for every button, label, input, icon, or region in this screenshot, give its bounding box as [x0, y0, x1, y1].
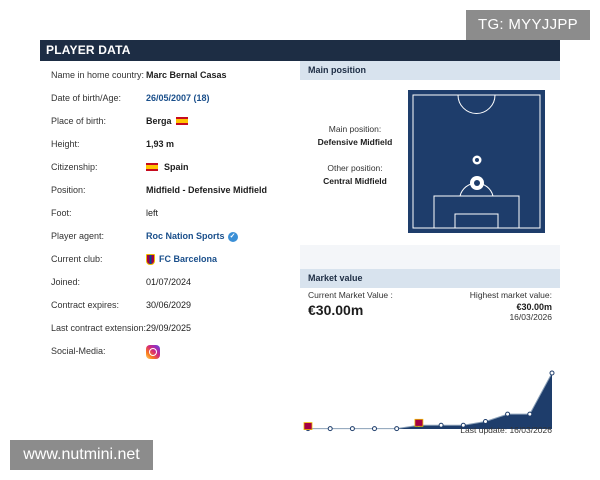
info-label: Last contract extension: — [51, 323, 147, 333]
info-row-contract-extension: Last contract extension: 29/09/2025 — [40, 318, 300, 338]
info-row-name: Name in home country: Marc Bernal Casas — [40, 65, 300, 85]
last-update-text: Last update: 16/03/2026 — [460, 425, 552, 435]
club-crest-marker — [414, 418, 424, 427]
spain-flag-icon — [146, 163, 158, 172]
info-row-agent: Player agent: Roc Nation Sports ✓ — [40, 226, 300, 246]
info-value: Marc Bernal Casas — [146, 70, 227, 80]
instagram-icon[interactable] — [146, 344, 160, 359]
current-mv-value: €30.00m — [308, 302, 364, 318]
market-value-header: Market value — [300, 269, 560, 288]
main-position-value: Defensive Midfield — [317, 137, 393, 147]
birthplace-text: Berga — [146, 116, 172, 126]
other-position-marker-inner — [475, 158, 479, 162]
main-position-header: Main position — [300, 61, 560, 80]
club-text: FC Barcelona — [159, 254, 218, 264]
fc-barcelona-crest-icon — [146, 254, 155, 266]
highest-mv-label: Highest market value: — [469, 290, 552, 300]
goal-area — [454, 213, 499, 229]
info-value: Spain — [146, 157, 189, 177]
market-value-point[interactable] — [372, 426, 377, 432]
main-position-label: Main position: — [328, 124, 382, 134]
market-value-point[interactable] — [394, 426, 400, 432]
info-label: Foot: — [51, 208, 72, 218]
agent-link[interactable]: Roc Nation Sports ✓ — [146, 226, 238, 246]
info-row-birthdate: Date of birth/Age: 26/05/2007 (18) — [40, 88, 300, 108]
market-value-point[interactable] — [527, 411, 533, 417]
spain-flag-icon — [175, 117, 188, 126]
info-value: Midfield - Defensive Midfield — [146, 185, 268, 195]
verified-check-icon: ✓ — [227, 231, 238, 242]
agent-text: Roc Nation Sports — [146, 231, 225, 241]
site-watermark: www.nutmini.net — [10, 440, 153, 470]
main-position-marker-inner — [474, 180, 480, 186]
current-mv-label: Current Market Value : — [308, 290, 393, 300]
market-value-line — [308, 372, 553, 430]
market-value-point[interactable] — [549, 370, 555, 376]
highest-mv-value: €30.00m — [516, 302, 552, 312]
citizenship-text: Spain — [164, 162, 189, 172]
info-value: 1,93 m — [146, 139, 175, 149]
club-crest-marker — [303, 422, 313, 430]
birthdate-link[interactable]: 26/05/2007 (18) — [146, 93, 210, 103]
info-row-contract-expires: Contract expires: 30/06/2029 — [40, 295, 300, 315]
info-row-joined: Joined: 01/07/2024 — [40, 272, 300, 292]
info-row-birthplace: Place of birth: Berga — [40, 111, 300, 131]
social-links — [146, 341, 160, 361]
market-value-point[interactable] — [483, 419, 488, 424]
info-label: Contract expires: — [51, 300, 120, 310]
pitch-diagram — [408, 90, 545, 233]
info-label: Player agent: — [51, 231, 105, 241]
info-row-citizenship: Citizenship: Spain — [40, 157, 300, 177]
market-value-chart — [303, 370, 555, 432]
info-label: Position: — [51, 185, 86, 195]
player-info-list: Name in home country: Marc Bernal Casas … — [40, 61, 300, 440]
info-row-social: Social-Media: — [40, 341, 300, 361]
info-label: Name in home country: — [51, 70, 145, 80]
telegram-watermark: TG: MYYJJPP — [466, 10, 590, 40]
highest-mv-date: 16/03/2026 — [509, 312, 552, 322]
info-value: 30/06/2029 — [146, 300, 192, 310]
info-row-foot: Foot: left — [40, 203, 300, 223]
info-label: Current club: — [51, 254, 103, 264]
info-label: Date of birth/Age: — [51, 93, 122, 103]
market-value-point[interactable] — [505, 411, 511, 417]
info-value: 01/07/2024 — [146, 277, 192, 287]
club-link[interactable]: FC Barcelona — [146, 249, 217, 269]
market-value-point[interactable] — [438, 422, 444, 428]
info-value: 29/09/2025 — [146, 323, 192, 333]
market-value-point[interactable] — [349, 426, 355, 432]
market-value-area — [308, 373, 552, 429]
info-row-club: Current club: FC Barcelona — [40, 249, 300, 269]
center-circle-arc — [457, 94, 496, 114]
info-label: Joined: — [51, 277, 81, 287]
player-data-panel: PLAYER DATA Name in home country: Marc B… — [40, 40, 560, 440]
other-position-label: Other position: — [327, 163, 383, 173]
info-label: Social-Media: — [51, 346, 106, 356]
info-row-height: Height: 1,93 m — [40, 134, 300, 154]
market-value-point[interactable] — [460, 422, 466, 428]
info-label: Place of birth: — [51, 116, 107, 126]
info-value: Berga — [146, 111, 192, 131]
market-value-point[interactable] — [327, 426, 333, 432]
info-label: Citizenship: — [51, 162, 98, 172]
info-value: left — [146, 208, 159, 218]
info-row-position: Position: Midfield - Defensive Midfield — [40, 180, 300, 200]
info-label: Height: — [51, 139, 80, 149]
panel-title: PLAYER DATA — [40, 40, 560, 61]
right-column: Main position Main position: Defensive M… — [300, 61, 560, 440]
other-position-value: Central Midfield — [323, 176, 387, 186]
